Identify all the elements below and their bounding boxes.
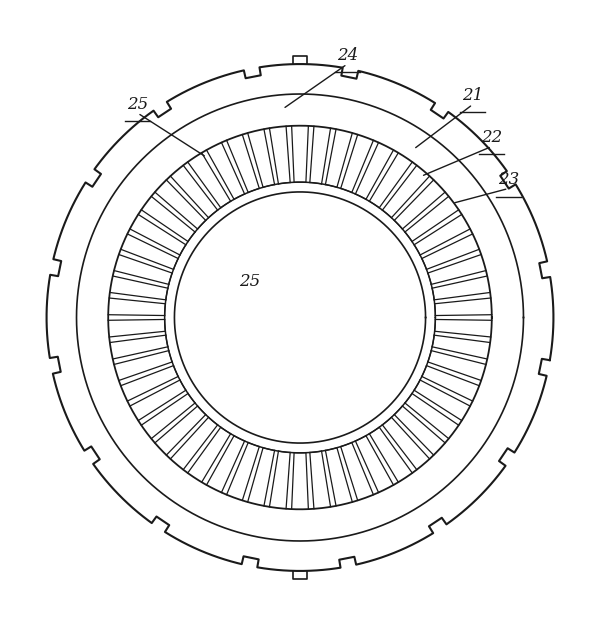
Text: 25: 25 xyxy=(239,273,260,290)
Text: 25: 25 xyxy=(127,96,148,113)
Text: 21: 21 xyxy=(462,88,484,104)
Text: 24: 24 xyxy=(337,47,358,64)
Text: 23: 23 xyxy=(498,171,519,189)
Text: 22: 22 xyxy=(481,130,502,147)
